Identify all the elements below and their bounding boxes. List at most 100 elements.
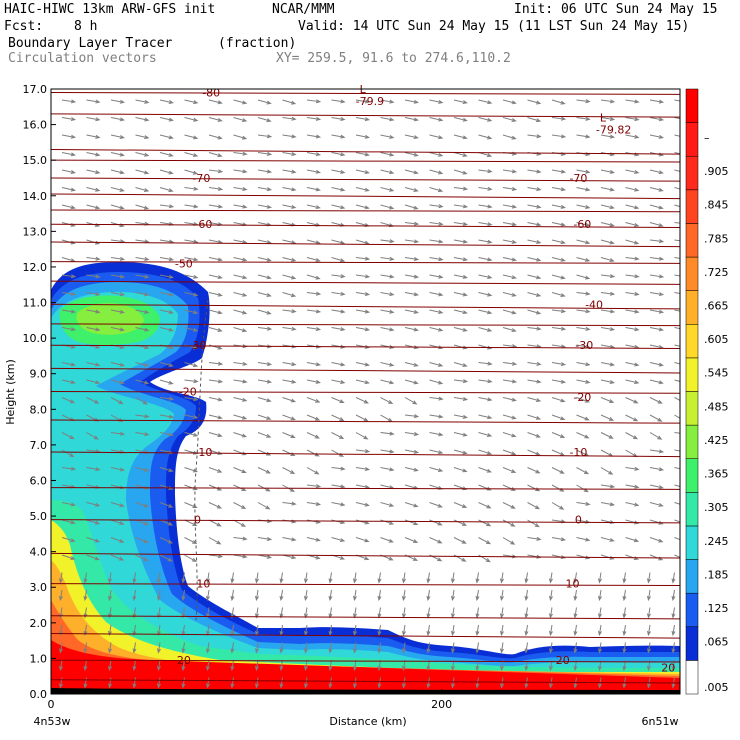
wind-vector-arrow [135,432,150,437]
wind-vector-arrow [184,519,198,526]
y-tick-label: 9.0 [30,368,48,381]
wind-vector-arrow [576,432,590,439]
wind-vector-arrow [453,134,468,140]
colorbar-label: .905 [704,165,729,178]
field-name: Boundary Layer Tracer [8,36,173,51]
wind-vector-arrow [453,379,469,384]
temperature-label: 20 [661,661,675,674]
wind-vector-arrow [233,502,247,509]
wind-vector-arrow [208,379,224,384]
wind-vector-arrow [306,187,321,192]
wind-vector-arrow [429,152,444,157]
wind-vector-arrow [377,642,382,654]
wind-vector-arrow [208,484,223,491]
wind-vector-arrow [429,396,444,401]
wind-vector-arrow [331,466,346,471]
wind-vector-arrow [576,537,591,542]
temperature-label: -40 [585,298,603,311]
wind-vector-arrow [233,151,248,156]
wind-vector-arrow [646,589,651,602]
wind-vector-arrow [233,327,248,333]
wind-vector-arrow [257,99,272,105]
wind-vector-arrow [331,397,345,404]
wind-vector-arrow [674,537,680,541]
wind-vector-arrow [355,362,370,367]
wind-vector-arrow [61,291,77,296]
wind-vector-arrow [83,589,88,602]
wind-vector-arrow [453,204,469,209]
wind-vector-arrow [377,677,382,689]
wind-vector-arrow [86,169,101,175]
y-tick-label: 17.0 [23,83,48,96]
wind-vector-arrow [551,467,565,474]
wind-vector-arrow [453,169,468,175]
wind-vector-arrow [184,309,199,315]
wind-vector-arrow [208,274,223,280]
wind-vector-arrow [649,449,665,454]
wind-vector-arrow [426,677,431,689]
wind-vector-arrow [282,257,297,262]
wind-vector-arrow [502,379,518,384]
wind-vector-arrow [429,379,444,385]
wind-vector-arrow [331,117,346,122]
x-tick-label: 200 [431,698,452,711]
wind-vector-arrow [184,134,199,140]
wind-vector-arrow [502,292,517,297]
wind-vector-arrow [135,134,150,140]
wind-vector-arrow [61,117,77,122]
wind-vector-arrow [331,239,346,245]
temperature-label: -60 [573,218,591,231]
wind-vector-arrow [279,677,284,689]
isotherm-line [51,344,680,349]
wind-vector-arrow [282,537,297,542]
wind-vector-arrow [377,572,382,584]
wind-vector-arrow [380,169,395,175]
wind-vector-arrow [355,187,370,192]
wind-vector-arrow [625,187,640,192]
wind-vector-arrow [181,659,186,672]
wind-vector-arrow [83,677,88,689]
wind-vector-arrow [453,221,469,226]
wind-vector-arrow [576,501,591,506]
wind-vector-arrow [331,274,346,279]
wind-vector-arrow [110,204,125,210]
valid-time: Valid: 14 UTC Sun 24 May 15 (11 LST Sun … [298,19,690,34]
wind-vector-arrow [257,134,273,139]
wind-vector-arrow [429,169,444,175]
wind-vector-arrow [453,274,468,279]
wind-vector-arrow [625,327,640,332]
wind-vector-arrow [429,204,444,209]
wind-vector-arrow [181,607,186,619]
wind-vector-arrow [573,572,578,584]
wind-vector-arrow [502,502,516,509]
wind-vector-arrow [380,152,395,157]
wind-vector-arrow [355,309,371,314]
colorbar-label: .725 [704,266,729,279]
wind-vector-arrow [502,537,516,545]
wind-vector-arrow [135,327,150,332]
wind-vector-arrow [380,537,394,543]
wind-vector-arrow [355,397,369,404]
wind-vector-arrow [306,449,320,457]
wind-vector-arrow [380,309,395,314]
wind-vector-arrow [132,589,137,602]
wind-vector-arrow [576,204,591,210]
wind-vector-arrow [502,414,517,420]
wind-vector-arrow [527,536,542,541]
wind-vector-arrow [184,379,199,384]
wind-vector-arrow [135,187,150,192]
forecast-label: Fcst: [4,19,44,34]
wind-vector-arrow [429,117,444,122]
colorbar-swatch [685,525,699,560]
wind-vector-arrow [576,257,591,262]
wind-vector-arrow [625,291,640,296]
wind-vector-arrow [254,659,259,672]
wind-vector-arrow [401,572,406,584]
wind-vector-arrow [502,432,517,438]
wind-vector-arrow [429,274,444,279]
wind-vector-arrow [61,99,77,104]
wind-vector-arrow [331,257,346,263]
wind-vector-arrow [625,466,640,471]
isotherm-line [51,391,680,394]
wind-vector-arrow [58,589,63,602]
